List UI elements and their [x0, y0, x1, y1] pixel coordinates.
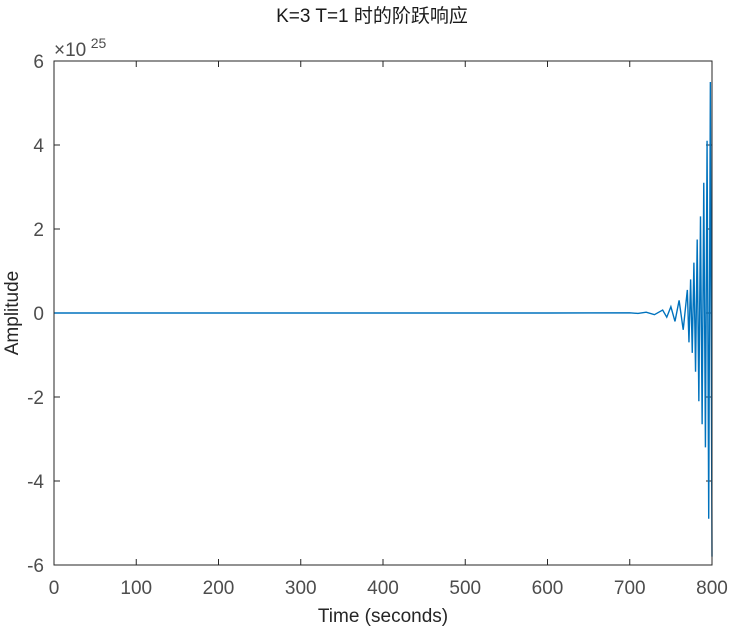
- chart-title: K=3 T=1 时的阶跃响应: [276, 5, 468, 27]
- x-tick-label: 400: [367, 578, 399, 599]
- y-axis-label: Amplitude: [2, 271, 23, 356]
- x-tick-label: 200: [203, 578, 235, 599]
- x-tick-label: 600: [532, 578, 564, 599]
- y-tick-label: -2: [27, 388, 44, 409]
- y-tick-label: -6: [27, 556, 44, 577]
- plot-frame: [53, 60, 713, 566]
- y-tick-label: 0: [33, 304, 44, 325]
- x-tick-label: 800: [696, 578, 728, 599]
- series-line: [54, 81, 713, 557]
- x-tick-label: 700: [614, 578, 646, 599]
- y-tick-label: -4: [27, 472, 44, 493]
- y-tick-label: 2: [33, 220, 44, 241]
- y-tick-label: 6: [33, 52, 44, 73]
- y-tick-label: 4: [33, 136, 44, 157]
- x-tick-label: 300: [285, 578, 317, 599]
- x-axis-label: Time (seconds): [318, 606, 448, 627]
- y-exponent-label: ×10 25: [54, 35, 106, 61]
- x-tick-label: 100: [120, 578, 152, 599]
- series-group: [54, 81, 713, 557]
- x-tick-label: 0: [49, 578, 60, 599]
- x-tick-label: 500: [449, 578, 481, 599]
- axis-ticks: 0 100 200 300 400 500 600 700 800 -6 -4 -2 0 2 4 6: [27, 52, 728, 599]
